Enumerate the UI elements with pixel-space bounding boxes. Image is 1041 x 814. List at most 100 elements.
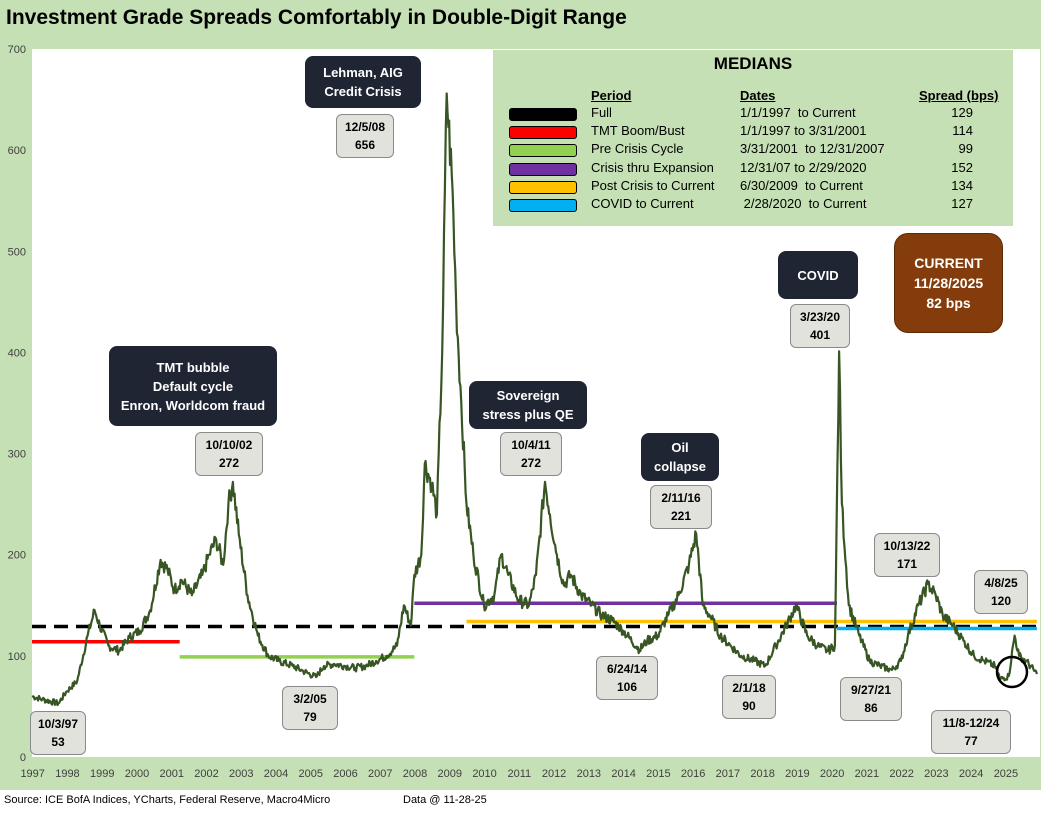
medians-row: Crisis thru Expansion 12/31/07 to 2/29/20… (493, 160, 1013, 178)
medians-header-spread: Spread (bps) (919, 88, 999, 103)
data-label-2011-peak: 10/4/11 272 (500, 432, 562, 476)
data-label-2024-low: 11/8-12/24 77 (931, 710, 1011, 754)
title-bar: Investment Grade Spreads Comfortably in … (0, 0, 1041, 36)
medians-row: Post Crisis to Current 6/30/2009 to Curre… (493, 178, 1013, 196)
sovereign-line1: Sovereign (496, 388, 560, 403)
medians-period: TMT Boom/Bust (591, 123, 685, 139)
x-tick-label: 2001 (159, 768, 183, 780)
x-tick-label: 2011 (507, 768, 531, 780)
medians-table: MEDIANS Period Dates Spread (bps) Full 1/… (493, 50, 1013, 226)
medians-spread: 134 (951, 177, 973, 193)
covid-line1: COVID (797, 267, 839, 283)
x-tick-label: 2016 (681, 768, 705, 780)
oil-event-box: Oil collapse (641, 433, 719, 481)
x-tick-label: 2002 (194, 768, 218, 780)
y-tick-label: 200 (8, 550, 26, 562)
x-tick-label: 2017 (716, 768, 740, 780)
x-tick-label: 2012 (542, 768, 566, 780)
spread-series-line (31, 92, 1038, 707)
data-label-2025-peak: 4/8/25 120 (974, 570, 1028, 614)
x-tick-label: 2018 (750, 768, 774, 780)
medians-period: Post Crisis to Current (591, 177, 715, 193)
x-tick-label: 2004 (264, 768, 288, 780)
x-tick-label: 2007 (368, 768, 392, 780)
medians-spread: 114 (952, 123, 973, 139)
x-tick-label: 2022 (889, 768, 913, 780)
data-label-2005-low: 3/2/05 79 (282, 686, 338, 730)
medians-dates: 3/31/2001 to 12/31/2007 (740, 141, 885, 157)
x-tick-label: 2024 (959, 768, 983, 780)
x-tick-label: 2019 (785, 768, 809, 780)
y-tick-label: 400 (8, 347, 26, 359)
current-label: CURRENT (914, 255, 983, 271)
x-tick-label: 1998 (55, 768, 79, 780)
x-tick-label: 2014 (611, 768, 635, 780)
medians-dates: 12/31/07 to 2/29/2020 (740, 159, 867, 175)
medians-spread: 152 (951, 159, 973, 175)
medians-row: Full 1/1/1997 to Current 129 (493, 105, 1013, 123)
x-tick-label: 2003 (229, 768, 253, 780)
lehman-line2: Credit Crisis (324, 84, 402, 99)
medians-spread: 129 (951, 105, 973, 120)
x-tick-label: 2015 (646, 768, 670, 780)
medians-period: Full (591, 105, 612, 120)
data-label-2008-peak: 12/5/08 656 (336, 114, 394, 158)
medians-color-swatch (509, 180, 577, 194)
x-tick-label: 2025 (994, 768, 1018, 780)
medians-dates: 6/30/2009 to Current (740, 177, 863, 193)
y-tick-label: 600 (8, 145, 26, 157)
medians-color-swatch (509, 144, 577, 158)
median-lines (32, 601, 1037, 659)
chart-title: Investment Grade Spreads Comfortably in … (6, 6, 627, 29)
x-tick-label: 2005 (299, 768, 323, 780)
y-tick-label: 0 (20, 752, 26, 764)
footer-data-date: Data @ 11-28-25 (403, 794, 487, 806)
x-tick-label: 2020 (820, 768, 844, 780)
medians-row: COVID to Current 2/28/2020 to Current 127 (493, 196, 1013, 214)
data-label-1997-low: 10/3/97 53 (30, 711, 86, 755)
medians-period: Pre Crisis Cycle (591, 141, 684, 157)
x-tick-label: 2006 (333, 768, 357, 780)
tmt-line2: Default cycle (152, 378, 234, 394)
medians-color-swatch (509, 126, 577, 140)
x-tick-label: 1999 (90, 768, 114, 780)
data-label-2018-low: 2/1/18 90 (722, 675, 776, 719)
sovereign-event-box: Sovereign stress plus QE (469, 381, 587, 429)
medians-period: COVID to Current (591, 196, 694, 211)
y-tick-label: 100 (8, 651, 26, 663)
tmt-event-box: TMT bubble Default cycle Enron, Worldcom… (109, 346, 277, 426)
medians-spread: 127 (951, 196, 973, 211)
tmt-line3: Enron, Worldcom fraud (120, 397, 266, 413)
current-spread-box: CURRENT 11/28/2025 82 bps (894, 233, 1003, 333)
data-label-2021-low: 9/27/21 86 (840, 677, 902, 721)
data-label-2016-peak: 2/11/16 221 (650, 485, 712, 529)
tmt-line1: TMT bubble (156, 359, 230, 375)
oil-line2: collapse (653, 459, 707, 474)
x-tick-label: 2021 (855, 768, 879, 780)
x-tick-label: 2000 (125, 768, 149, 780)
x-tick-label: 2008 (403, 768, 427, 780)
x-tick-label: 2009 (438, 768, 462, 780)
y-tick-label: 700 (8, 44, 26, 56)
medians-dates: 1/1/1997 to 3/31/2001 (740, 123, 867, 139)
medians-title: MEDIANS (713, 54, 793, 73)
data-label-2002-peak: 10/10/02 272 (195, 432, 263, 476)
y-axis: 0 100 200 300 400 500 600 700 (8, 44, 26, 764)
x-tick-label: 2013 (577, 768, 601, 780)
data-label-2022-peak: 10/13/22 171 (874, 533, 940, 577)
medians-header-period: Period (591, 88, 632, 103)
y-tick-label: 300 (8, 449, 26, 461)
sovereign-line2: stress plus QE (482, 407, 574, 422)
current-value: 82 bps (926, 295, 971, 311)
medians-period: Crisis thru Expansion (591, 159, 714, 175)
medians-row: Pre Crisis Cycle 3/31/2001 to 12/31/2007 9… (493, 141, 1013, 159)
lehman-line1: Lehman, AIG (323, 65, 403, 80)
footer-source: Source: ICE BofA Indices, YCharts, Feder… (4, 794, 331, 806)
medians-row: TMT Boom/Bust 1/1/1997 to 3/31/2001 114 (493, 123, 1013, 141)
x-tick-label: 2010 (472, 768, 496, 780)
x-axis: 1997 1998 1999 2000 2001 2002 2003 2004 2005 2006… (20, 768, 1018, 780)
medians-color-swatch (509, 108, 577, 121)
data-label-2014-low: 6/24/14 106 (596, 656, 658, 700)
x-tick-label: 2023 (924, 768, 948, 780)
medians-dates: 2/28/2020 to Current (740, 196, 867, 211)
